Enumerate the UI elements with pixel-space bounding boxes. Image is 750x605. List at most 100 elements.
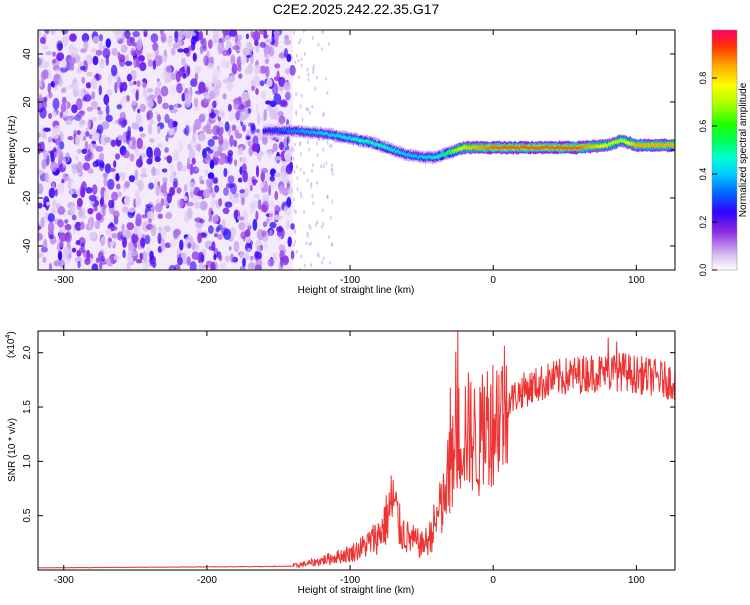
noise-blob xyxy=(192,132,196,143)
noise-blob xyxy=(155,198,160,205)
noise-blob xyxy=(125,60,133,67)
noise-blob xyxy=(117,191,123,198)
noise-blob xyxy=(84,140,89,152)
noise-blob xyxy=(173,228,182,236)
noise-blob xyxy=(292,156,295,161)
noise-blob xyxy=(176,161,183,172)
noise-blob xyxy=(306,178,309,183)
spectrogram-ridge xyxy=(262,123,675,165)
noise-blob xyxy=(259,183,264,189)
noise-blob xyxy=(290,223,295,230)
noise-blob xyxy=(300,63,303,68)
noise-blob xyxy=(76,148,83,154)
noise-blob xyxy=(157,55,163,65)
colorbar-tick-label: 0.2 xyxy=(698,216,708,229)
noise-blob xyxy=(312,201,315,206)
noise-blob xyxy=(149,250,154,261)
noise-blob xyxy=(294,60,297,65)
snr-series-line xyxy=(38,331,675,569)
noise-blob xyxy=(181,57,186,66)
noise-blob xyxy=(95,145,104,152)
noise-blob xyxy=(75,222,81,227)
noise-blob xyxy=(198,30,204,40)
noise-blob xyxy=(239,265,246,270)
noise-blob xyxy=(247,262,256,270)
noise-blob xyxy=(221,219,226,228)
noise-blob xyxy=(188,148,196,160)
noise-blob xyxy=(322,256,325,261)
noise-blob xyxy=(102,48,111,59)
noise-blob xyxy=(90,48,98,53)
noise-blob xyxy=(181,82,186,89)
noise-blob xyxy=(49,234,54,240)
noise-blob xyxy=(133,57,138,69)
noise-blob xyxy=(161,168,168,173)
noise-blob xyxy=(199,45,204,55)
noise-blob xyxy=(136,80,141,87)
noise-blob xyxy=(130,250,138,257)
noise-blob xyxy=(174,31,179,43)
noise-blob xyxy=(217,120,224,128)
noise-blob xyxy=(272,83,279,96)
noise-blob xyxy=(306,140,309,144)
noise-blob xyxy=(62,87,67,94)
noise-blob xyxy=(232,45,240,51)
noise-blob xyxy=(331,242,334,247)
noise-blob xyxy=(142,89,148,98)
noise-blob xyxy=(124,30,131,39)
noise-blob xyxy=(269,210,274,221)
noise-blob xyxy=(329,215,332,220)
noise-blob xyxy=(260,171,266,182)
noise-blob xyxy=(116,183,121,190)
noise-blob xyxy=(327,235,330,240)
noise-blob xyxy=(328,260,331,265)
noise-blob xyxy=(110,240,115,248)
noise-blob xyxy=(38,31,42,38)
noise-blob xyxy=(212,124,220,136)
noise-blob xyxy=(274,63,281,69)
noise-blob xyxy=(112,210,120,219)
noise-blob xyxy=(254,64,261,75)
noise-blob xyxy=(152,59,157,70)
noise-blob xyxy=(252,75,261,87)
noise-blob xyxy=(300,194,303,199)
x-tick-label: -300 xyxy=(54,575,74,586)
noise-blob xyxy=(40,216,45,228)
noise-blob xyxy=(131,88,136,94)
y-tick-label: 0 xyxy=(22,147,33,153)
noise-blob xyxy=(160,198,165,207)
noise-blob xyxy=(105,104,110,116)
noise-blob xyxy=(81,33,90,43)
noise-blob xyxy=(160,184,167,194)
noise-blob xyxy=(191,35,198,41)
noise-blob xyxy=(195,229,203,234)
y-tick-label: -20 xyxy=(22,190,33,205)
noise-blob xyxy=(81,214,87,220)
noise-blob xyxy=(233,240,240,253)
noise-blob xyxy=(126,73,132,82)
noise-blob xyxy=(195,167,199,172)
noise-blob xyxy=(79,119,86,126)
noise-blob xyxy=(203,55,209,66)
noise-blob xyxy=(125,54,129,63)
noise-blob xyxy=(278,185,285,194)
noise-blob xyxy=(254,264,262,270)
noise-blob xyxy=(87,168,94,174)
noise-blob xyxy=(266,217,270,224)
noise-blob xyxy=(47,221,55,233)
noise-blob xyxy=(241,197,245,206)
noise-blob xyxy=(245,243,248,251)
noise-blob xyxy=(60,103,67,113)
noise-blob xyxy=(300,57,303,62)
noise-blob xyxy=(42,256,47,263)
noise-blob xyxy=(302,30,305,34)
noise-blob xyxy=(214,214,219,222)
noise-blob xyxy=(241,91,250,102)
noise-blob xyxy=(91,133,98,142)
noise-blob xyxy=(188,45,196,51)
noise-blob xyxy=(268,200,276,208)
noise-blob xyxy=(214,151,219,159)
noise-blob xyxy=(240,108,249,120)
noise-blob xyxy=(148,94,156,100)
